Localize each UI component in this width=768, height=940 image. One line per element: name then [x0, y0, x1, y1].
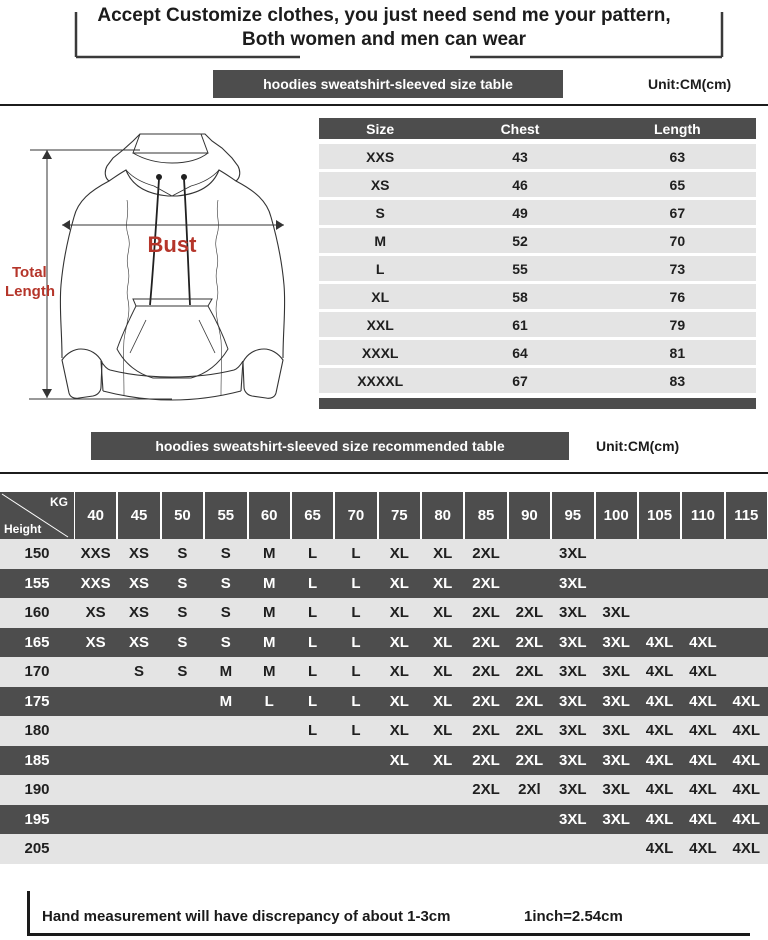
svg-text:Length: Length: [5, 283, 55, 300]
svg-text:Total: Total: [12, 264, 47, 281]
svg-text:Bust: Bust: [148, 232, 198, 257]
